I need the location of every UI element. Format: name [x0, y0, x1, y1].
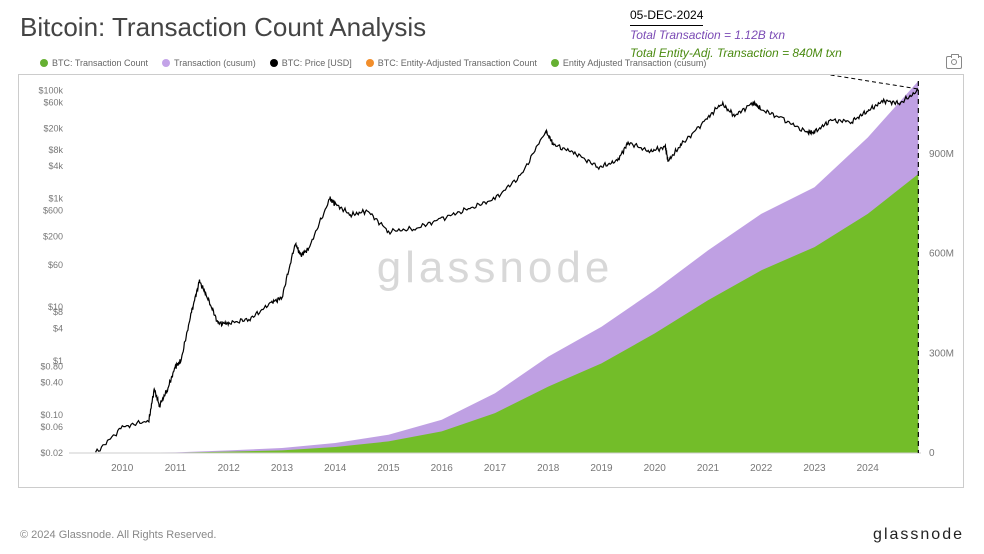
svg-text:2022: 2022 [750, 463, 773, 474]
svg-text:2016: 2016 [431, 463, 454, 474]
svg-text:$60: $60 [48, 260, 63, 270]
footer: © 2024 Glassnode. All Rights Reserved. g… [20, 526, 964, 544]
legend-item[interactable]: BTC: Price [USD] [270, 58, 352, 68]
svg-text:2024: 2024 [857, 463, 880, 474]
svg-text:2014: 2014 [324, 463, 347, 474]
svg-text:2019: 2019 [590, 463, 613, 474]
brand-logo: glassnode [873, 526, 964, 544]
chart-title: Bitcoin: Transaction Count Analysis [20, 12, 426, 43]
svg-text:2012: 2012 [218, 463, 241, 474]
svg-text:2023: 2023 [803, 463, 826, 474]
chart-area[interactable]: glassnode$0.02$0.06$0.10$0.40$0.80$1$4$8… [18, 74, 964, 488]
svg-text:2021: 2021 [697, 463, 720, 474]
svg-text:900M: 900M [929, 149, 954, 160]
svg-text:$1: $1 [53, 356, 63, 366]
svg-text:$20k: $20k [43, 123, 63, 133]
header-callout: 05-DEC-2024 Total Transaction = 1.12B tx… [630, 6, 842, 62]
svg-text:300M: 300M [929, 348, 954, 359]
svg-text:$600: $600 [43, 206, 63, 216]
legend-item[interactable]: Transaction (cusum) [162, 58, 256, 68]
camera-icon[interactable] [946, 56, 962, 69]
svg-text:$0.40: $0.40 [40, 378, 63, 388]
svg-text:$0.06: $0.06 [40, 422, 63, 432]
callout-date: 05-DEC-2024 [630, 6, 703, 26]
svg-text:$1k: $1k [48, 194, 63, 204]
callout-total-tx: Total Transaction = 1.12B txn [630, 26, 842, 44]
legend: BTC: Transaction Count Transaction (cusu… [40, 58, 706, 68]
svg-text:$4k: $4k [48, 161, 63, 171]
legend-item[interactable]: BTC: Transaction Count [40, 58, 148, 68]
svg-text:2011: 2011 [165, 463, 187, 474]
svg-text:2015: 2015 [377, 463, 400, 474]
svg-text:0: 0 [929, 448, 935, 459]
svg-text:2020: 2020 [644, 463, 667, 474]
svg-text:$4: $4 [53, 323, 63, 333]
svg-text:$8k: $8k [48, 145, 63, 155]
svg-text:2010: 2010 [111, 463, 134, 474]
svg-text:2018: 2018 [537, 463, 560, 474]
svg-text:$0.10: $0.10 [40, 410, 63, 420]
svg-text:glassnode: glassnode [377, 243, 614, 292]
svg-text:2017: 2017 [484, 463, 507, 474]
svg-text:2013: 2013 [271, 463, 294, 474]
legend-item[interactable]: Entity Adjusted Transaction (cusum) [551, 58, 707, 68]
copyright: © 2024 Glassnode. All Rights Reserved. [20, 529, 216, 541]
svg-text:$10: $10 [48, 302, 63, 312]
svg-text:$60k: $60k [43, 98, 63, 108]
legend-item[interactable]: BTC: Entity-Adjusted Transaction Count [366, 58, 537, 68]
svg-text:$200: $200 [43, 232, 63, 242]
svg-text:$100k: $100k [38, 86, 63, 96]
svg-text:600M: 600M [929, 249, 954, 260]
svg-text:$0.02: $0.02 [40, 448, 63, 458]
